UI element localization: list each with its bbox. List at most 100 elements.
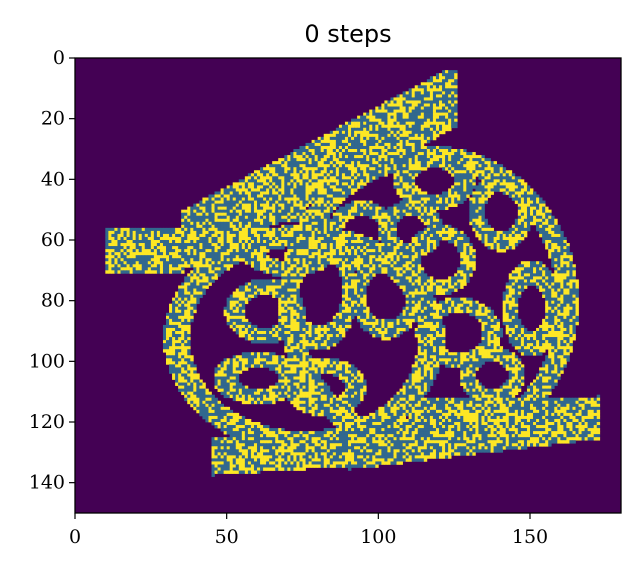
heatmap-cell: [417, 243, 422, 247]
heatmap-cell: [214, 246, 218, 250]
heatmap-cell: [329, 149, 334, 153]
heatmap-cell: [199, 215, 203, 220]
heatmap-cell: [551, 261, 555, 265]
heatmap-cell: [332, 230, 337, 235]
heatmap-cell: [475, 227, 479, 232]
heatmap-cell: [445, 94, 449, 98]
heatmap-cell: [508, 170, 513, 174]
heatmap-cell: [487, 179, 491, 183]
heatmap-cell: [293, 206, 297, 211]
heatmap-cell: [526, 206, 531, 211]
heatmap-cell: [420, 206, 425, 211]
heatmap-cell: [517, 194, 522, 198]
heatmap-cell: [348, 173, 352, 177]
heatmap-cell: [147, 261, 152, 265]
heatmap-cell: [478, 227, 482, 232]
heatmap-cell: [253, 191, 258, 195]
heatmap-cell: [414, 118, 419, 123]
heatmap-cell: [511, 230, 516, 235]
heatmap-cell: [238, 246, 243, 250]
heatmap-cell: [305, 209, 309, 214]
heatmap-cell: [366, 179, 370, 183]
heatmap-cell: [247, 233, 252, 238]
heatmap-cell: [539, 230, 543, 235]
heatmap-cell: [202, 227, 206, 232]
heatmap-cell: [439, 194, 443, 198]
heatmap-cell: [150, 230, 155, 235]
heatmap-cell: [417, 273, 422, 277]
heatmap-cell: [178, 230, 182, 235]
heatmap-cell: [423, 252, 428, 256]
heatmap-cell: [360, 258, 364, 262]
heatmap-cell: [287, 255, 291, 259]
heatmap-cell: [469, 270, 473, 274]
heatmap-cell: [266, 182, 270, 186]
heatmap-cell: [266, 258, 270, 262]
heatmap-cell: [432, 106, 437, 110]
heatmap-cell: [217, 224, 221, 229]
heatmap-cell: [199, 267, 203, 271]
heatmap-cell: [402, 276, 406, 280]
heatmap-cell: [275, 188, 279, 192]
heatmap-cell: [539, 197, 543, 201]
heatmap-cell: [202, 240, 206, 244]
heatmap-cell: [220, 227, 224, 232]
heatmap-cell: [108, 270, 112, 274]
heatmap-cell: [238, 285, 243, 289]
heatmap-cell: [114, 240, 118, 244]
heatmap-cell: [390, 249, 394, 253]
heatmap-cell: [250, 182, 255, 186]
heatmap-cell: [111, 227, 115, 232]
heatmap-cell: [344, 152, 349, 156]
heatmap-cell: [530, 270, 534, 274]
heatmap-cell: [414, 264, 419, 268]
heatmap-cell: [308, 145, 312, 150]
heatmap-cell: [405, 252, 410, 256]
heatmap-cell: [354, 118, 358, 123]
heatmap-cell: [408, 103, 413, 107]
heatmap-cell: [451, 109, 455, 113]
heatmap-cell: [393, 246, 397, 250]
heatmap-cell: [275, 279, 279, 283]
heatmap-cell: [475, 194, 479, 198]
heatmap-cell: [381, 127, 385, 132]
heatmap-cell: [196, 249, 200, 253]
heatmap-cell: [269, 282, 273, 286]
heatmap-cell: [290, 227, 294, 232]
heatmap-cell: [396, 279, 400, 283]
heatmap-cell: [387, 252, 391, 256]
heatmap-cell: [493, 167, 497, 171]
heatmap-cell: [275, 179, 279, 183]
heatmap-cell: [566, 267, 570, 271]
heatmap-cell: [405, 212, 410, 217]
heatmap-cell: [217, 243, 221, 247]
heatmap-cell: [472, 221, 476, 226]
heatmap-cell: [193, 221, 197, 226]
heatmap-cell: [320, 170, 325, 174]
heatmap-cell: [478, 230, 482, 235]
heatmap-cell: [184, 224, 188, 229]
heatmap-cell: [369, 206, 373, 211]
heatmap-cell: [308, 255, 312, 259]
heatmap-cell: [460, 258, 464, 262]
heatmap-cell: [244, 255, 249, 259]
heatmap-cell: [402, 249, 406, 253]
heatmap-cell: [454, 243, 458, 247]
heatmap-cell: [141, 246, 146, 250]
heatmap-cell: [572, 276, 576, 280]
heatmap-cell: [554, 243, 558, 247]
heatmap-cell: [226, 258, 231, 262]
heatmap-cell: [162, 233, 167, 238]
heatmap-cell: [293, 243, 297, 247]
heatmap-cell: [369, 243, 373, 247]
heatmap-cell: [554, 230, 558, 235]
heatmap-cell: [545, 285, 549, 289]
heatmap-cell: [366, 142, 370, 147]
heatmap-cell: [454, 79, 458, 83]
heatmap-cell: [338, 240, 343, 244]
heatmap-cell: [293, 170, 297, 174]
heatmap-cell: [284, 258, 288, 262]
heatmap-cell: [375, 170, 379, 174]
heatmap-cell: [263, 249, 267, 253]
heatmap-cell: [536, 212, 540, 217]
